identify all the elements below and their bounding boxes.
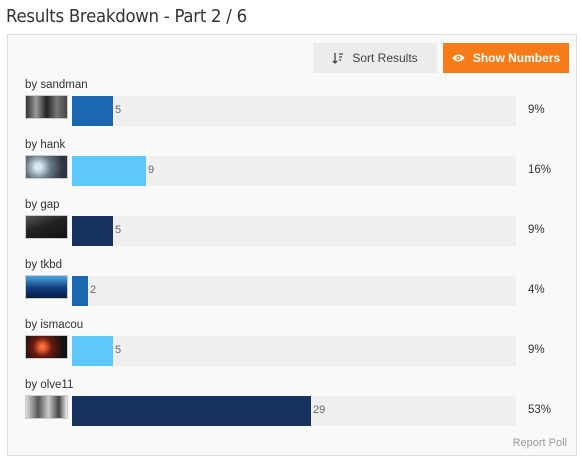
result-percent: 16%	[528, 164, 552, 176]
result-label: by hank	[25, 139, 66, 151]
result-row: by ismacou 5 9%	[8, 319, 578, 369]
result-row: by gap 5 9%	[8, 199, 578, 249]
result-row: by sandman 5 9%	[8, 79, 578, 129]
sort-results-label: Sort Results	[352, 51, 418, 65]
sort-icon	[332, 53, 344, 64]
result-count: 29	[313, 404, 326, 416]
result-bar-fill	[72, 396, 311, 426]
result-label: by olve11	[25, 379, 74, 391]
result-count: 9	[148, 164, 155, 176]
result-row: by hank 9 16%	[8, 139, 578, 189]
result-bar-track: 29	[72, 396, 516, 426]
result-label: by tkbd	[25, 259, 63, 271]
result-percent: 9%	[528, 104, 545, 116]
result-thumbnail[interactable]	[25, 395, 68, 419]
show-numbers-label: Show Numbers	[472, 51, 561, 65]
results-panel: Sort Results Show Numbers by sandman 5 9% b…	[7, 34, 577, 456]
result-count: 2	[90, 284, 97, 296]
result-bar-fill	[72, 216, 113, 246]
result-count: 5	[115, 344, 122, 356]
result-count: 5	[115, 104, 122, 116]
result-bar-track: 5	[72, 96, 516, 126]
result-bar-fill	[72, 156, 146, 186]
result-label: by sandman	[25, 79, 88, 91]
result-thumbnail[interactable]	[25, 335, 68, 359]
result-bar-fill	[72, 96, 113, 126]
result-bar-track: 5	[72, 336, 516, 366]
result-label: by ismacou	[25, 319, 84, 331]
result-label: by gap	[25, 199, 60, 211]
result-percent: 9%	[528, 224, 545, 236]
show-numbers-button[interactable]: Show Numbers	[443, 43, 569, 73]
eye-icon	[452, 54, 465, 62]
result-count: 5	[115, 224, 122, 236]
result-thumbnail[interactable]	[25, 275, 68, 299]
result-bar-fill	[72, 276, 88, 306]
page-title: Results Breakdown - Part 2 / 6	[6, 6, 247, 27]
result-thumbnail[interactable]	[25, 215, 68, 239]
result-bar-track: 2	[72, 276, 516, 306]
result-percent: 4%	[528, 284, 545, 296]
result-row: by olve11 29 53%	[8, 379, 578, 429]
result-bar-track: 9	[72, 156, 516, 186]
result-percent: 9%	[528, 344, 545, 356]
sort-results-button[interactable]: Sort Results	[313, 43, 437, 73]
result-row: by tkbd 2 4%	[8, 259, 578, 309]
result-bar-fill	[72, 336, 113, 366]
result-bar-track: 5	[72, 216, 516, 246]
result-thumbnail[interactable]	[25, 155, 68, 179]
result-percent: 53%	[528, 404, 552, 416]
report-poll-link[interactable]: Report Poll	[512, 437, 567, 449]
result-thumbnail[interactable]	[25, 95, 68, 119]
